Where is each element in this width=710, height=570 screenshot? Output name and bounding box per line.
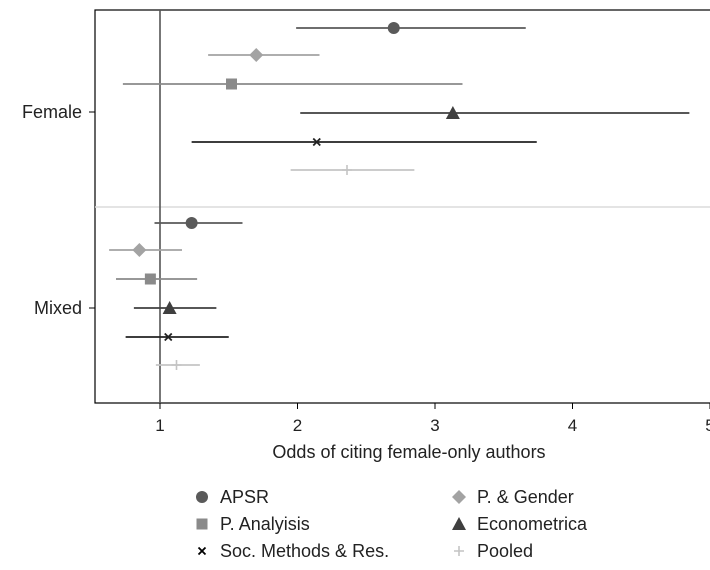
- point-estimate-square-icon: [226, 78, 237, 90]
- point-estimate-triangle-icon: [445, 106, 460, 119]
- point-estimate-square-icon: [144, 273, 156, 285]
- legend-label: Pooled: [477, 541, 533, 561]
- legend-square-icon: [196, 518, 208, 530]
- point-estimate-circle-icon: [387, 22, 400, 34]
- point-estimate-triangle-icon: [162, 301, 177, 314]
- data-layer: [109, 10, 690, 403]
- x-tick-label: 3: [430, 416, 439, 435]
- legend-label: Soc. Methods & Res.: [220, 541, 389, 561]
- legend-label: P. & Gender: [477, 487, 574, 507]
- point-estimate-x-icon: [312, 137, 321, 147]
- x-tick-label: 2: [293, 416, 302, 435]
- x-axis-title: Odds of citing female-only authors: [272, 442, 545, 462]
- x-tick-label: 5: [705, 416, 710, 435]
- point-estimate-plus-icon: [342, 165, 352, 175]
- category-label-female: Female: [22, 102, 82, 122]
- legend-label: APSR: [220, 487, 269, 507]
- legend-label: P. Analyisis: [220, 514, 310, 534]
- legend-diamond-icon: [452, 490, 466, 504]
- legend-x-icon: [197, 546, 207, 556]
- legend-plus-icon: [454, 546, 464, 556]
- point-estimate-diamond-icon: [132, 243, 147, 257]
- legend: APSR P. & Gender P. Analyisis Econometrica S…: [196, 487, 588, 561]
- point-estimate-plus-icon: [171, 360, 182, 370]
- point-estimate-circle-icon: [185, 217, 198, 229]
- x-tick-label: 4: [568, 416, 577, 435]
- x-axis-ticks: 1 2 3 4 5: [155, 403, 710, 435]
- legend-triangle-icon: [452, 517, 466, 530]
- x-tick-label: 1: [155, 416, 164, 435]
- legend-label: Econometrica: [477, 514, 588, 534]
- legend-circle-icon: [196, 491, 208, 503]
- point-estimate-x-icon: [164, 332, 173, 342]
- point-estimate-diamond-icon: [249, 48, 264, 62]
- category-label-mixed: Mixed: [34, 298, 82, 318]
